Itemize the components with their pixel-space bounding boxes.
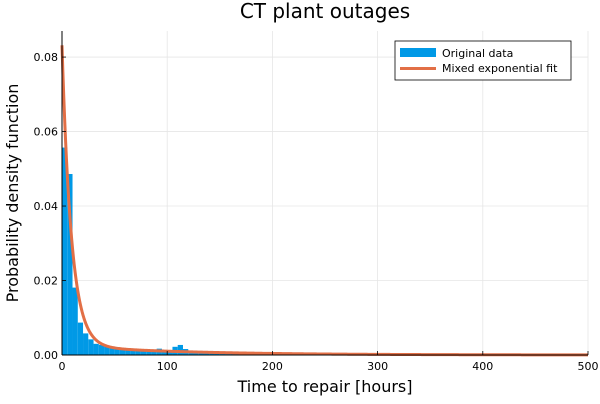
y-tick-label: 0.00	[34, 349, 59, 362]
histogram-bar	[94, 344, 99, 355]
x-axis-label: Time to repair [hours]	[237, 377, 413, 396]
x-tick-label: 200	[262, 360, 283, 373]
x-tick-label: 0	[59, 360, 66, 373]
histogram-bar	[99, 345, 104, 355]
histogram-bar	[78, 323, 83, 355]
legend-label-original-data: Original data	[442, 47, 513, 60]
y-tick-label: 0.02	[34, 275, 59, 288]
legend: Original data Mixed exponential fit	[395, 41, 571, 80]
y-tick-label: 0.04	[34, 200, 59, 213]
y-tick-label: 0.08	[34, 51, 59, 64]
histogram-bar	[178, 345, 183, 355]
y-axis-label: Probability density function	[3, 84, 22, 303]
y-tick-label: 0.06	[34, 126, 59, 139]
histogram-bar	[73, 288, 78, 355]
chart-title: CT plant outages	[240, 0, 410, 23]
x-tick-label: 400	[472, 360, 493, 373]
histogram-bar	[88, 339, 93, 355]
legend-label-fit: Mixed exponential fit	[442, 62, 558, 75]
x-tick-label: 500	[578, 360, 599, 373]
histogram-bar	[83, 333, 88, 355]
x-tick-label: 100	[157, 360, 178, 373]
x-tick-label: 300	[367, 360, 388, 373]
legend-swatch-original-data	[400, 48, 436, 57]
